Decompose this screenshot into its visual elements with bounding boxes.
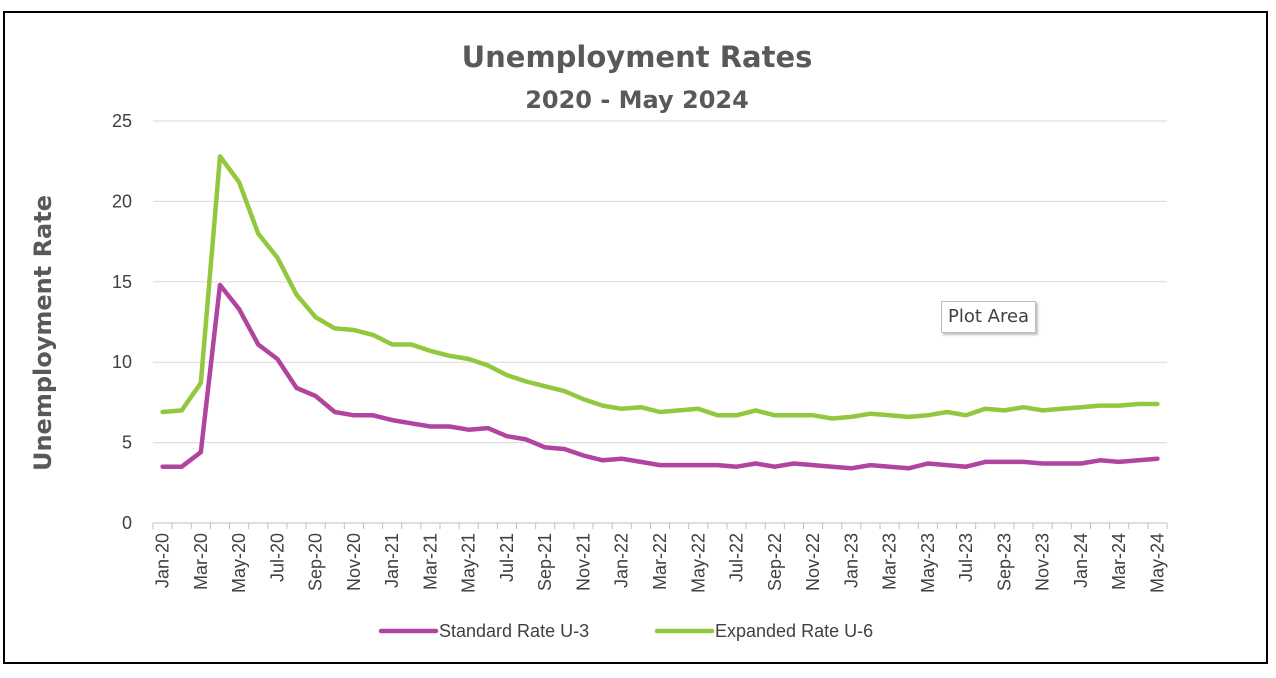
x-tick-label: Jan-23 [841,533,861,588]
y-tick-label: 15 [112,272,132,292]
plot-area-tooltip: Plot Area [941,301,1037,333]
x-tick-label: Mar-20 [191,533,211,590]
series-lines [160,154,1160,471]
x-tick-label: Sep-20 [306,533,326,591]
x-tick-label: Mar-24 [1109,533,1129,590]
y-axis-ticks: 0 5 10 15 20 25 [112,111,132,533]
x-tick-label: Mar-21 [420,533,440,590]
series-line-u6 [160,154,1160,421]
x-tick-label: Nov-22 [803,533,823,591]
x-tick-label: Jul-21 [497,533,517,582]
y-tick-label: 25 [112,111,132,131]
y-tick-label: 0 [122,513,132,533]
x-tick-label: Sep-21 [535,533,555,591]
chart-subtitle: 2020 - May 2024 [525,86,749,114]
x-tick-label: May-20 [229,533,249,593]
x-tick-label: Sep-23 [994,533,1014,591]
legend: Standard Rate U-3 Expanded Rate U-6 [378,621,873,641]
x-tick-label: Nov-21 [573,533,593,591]
x-tick-label: May-22 [688,533,708,593]
y-tick-label: 20 [112,191,132,211]
x-tick-label: May-24 [1147,533,1167,593]
y-tick-label: 5 [122,433,132,453]
x-tick-label: Sep-22 [765,533,785,591]
y-axis-label: Unemployment Rate [29,195,57,471]
x-tick-label: May-23 [918,533,938,593]
x-tick-label: Mar-22 [650,533,670,590]
x-tick-label: Jan-21 [382,533,402,588]
series-line-u3 [160,282,1160,471]
x-tick-label: Jan-22 [612,533,632,588]
x-tick-label: Jul-23 [956,533,976,582]
chart-title: Unemployment Rates [462,40,813,74]
x-tick-label: Nov-20 [344,533,364,591]
line-chart: Unemployment Rates 2020 - May 2024 Unemp… [29,40,1168,641]
x-tick-label: Jan-24 [1071,533,1091,588]
x-tick-label: Jul-22 [727,533,747,582]
legend-label: Expanded Rate U-6 [715,621,873,641]
chart-frame: Unemployment Rates 2020 - May 2024 Unemp… [3,11,1268,664]
x-tick-label: Jan-20 [153,533,173,588]
legend-label: Standard Rate U-3 [439,621,589,641]
x-tick-label: Mar-23 [880,533,900,590]
x-tick-label: May-21 [459,533,479,593]
x-axis: Jan-20 Mar-20 May-20 Jul-20 Sep-20 Nov-20 Jan-… [152,522,1168,593]
gridlines [153,120,1167,444]
x-tick-label: Nov-23 [1033,533,1053,591]
y-tick-label: 10 [112,352,132,372]
x-tick-label: Jul-20 [267,533,287,582]
